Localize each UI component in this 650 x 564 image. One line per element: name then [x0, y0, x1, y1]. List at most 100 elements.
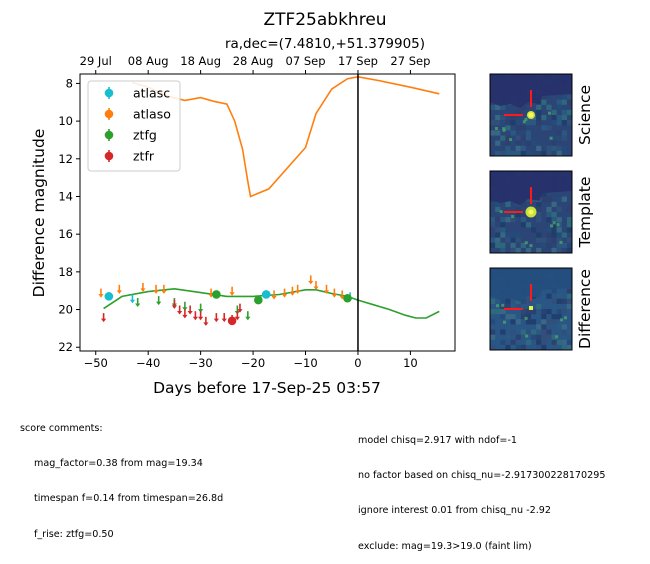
legend-item-atlaso: atlaso: [104, 107, 171, 122]
thumbnail-science: Science: [489, 73, 594, 157]
upper-limit-ztfr: [213, 313, 219, 323]
upper-limit-atlaso: [295, 284, 301, 294]
upper-limit-atlaso: [331, 288, 337, 298]
top-tick-label: 08 Aug: [128, 54, 169, 68]
upper-limit-atlaso: [98, 288, 104, 298]
thumbnail-label: Science: [576, 85, 594, 145]
model-comment-line: model chisq=2.917 with ndof=-1: [358, 434, 518, 446]
y-axis-label: Difference magnitude: [30, 129, 48, 298]
y-tick-label: 14: [58, 189, 73, 203]
legend-label: ztfg: [133, 128, 157, 143]
x-tick-label: −30: [188, 356, 212, 370]
legend-label: atlaso: [133, 107, 171, 122]
detection-atlasc: [104, 292, 114, 301]
detection-ztfg: [343, 293, 352, 303]
thumbnail-difference: Difference: [489, 267, 594, 351]
upper-limit-ztfr: [234, 311, 240, 321]
x-tick-label: −10: [293, 356, 317, 370]
y-tick-label: 8: [66, 76, 73, 90]
score-comment-line: timespan f=0.14 from timespan=26.8d: [34, 493, 224, 505]
top-tick-label: 18 Aug: [180, 54, 221, 68]
y-tick-label: 22: [58, 340, 73, 354]
score-comment-line: f_rise: ztfg=0.50: [34, 528, 114, 540]
upper-limit-atlaso: [271, 290, 277, 300]
top-tick-label: 17 Sep: [338, 54, 378, 68]
upper-limit-ztfr: [187, 305, 193, 315]
upper-limit-atlaso: [140, 282, 146, 292]
chart-title: ZTF25abkhreu: [263, 10, 386, 30]
model-comment-line: ignore interest 0.01 from chisq_nu -2.92: [358, 505, 551, 517]
x-axis-label: Days before 17-Sep-25 03:57: [153, 379, 381, 397]
upper-limit-ztfr: [221, 313, 227, 323]
y-axis: 8 10 12 14 16 18 20 22: [58, 76, 80, 354]
upper-limit-ztfr: [182, 309, 188, 319]
top-tick-label: 27 Sep: [390, 54, 430, 68]
legend-item-ztfg: ztfg: [104, 128, 157, 143]
legend: atlasc atlaso ztfg ztfr: [87, 80, 181, 172]
upper-limit-ztfr: [192, 311, 198, 321]
plot-frame: [79, 73, 456, 352]
detection-ztfr: [227, 316, 237, 326]
top-tick-label: 29 Jul: [80, 54, 112, 68]
x-tick-label: 10: [403, 356, 418, 370]
y-tick-label: 20: [58, 303, 73, 317]
y-tick-label: 18: [58, 265, 73, 279]
model-comments: model chisq=2.917 with ndof=-1 no factor…: [358, 411, 605, 564]
detection-ztfg: [212, 290, 221, 299]
upper-limit-atlaso: [323, 284, 330, 294]
upper-limit-atlasc: [129, 294, 136, 304]
upper-limit-atlaso: [153, 284, 159, 294]
legend-marker: [104, 151, 114, 161]
upper-limit-ztfr: [171, 299, 178, 309]
upper-limit-ztfg: [182, 301, 188, 311]
upper-limit-atlaso: [289, 286, 296, 296]
thumbnail-label: Template: [576, 177, 594, 249]
upper-limit-atlaso: [308, 275, 314, 285]
upper-limit-ztfr: [177, 305, 183, 315]
legend-marker: [104, 130, 114, 140]
legend-marker: [104, 88, 114, 98]
upper-limit-ztfr: [101, 313, 107, 323]
model-curve-atlaso: [132, 75, 440, 198]
x-axis: −50 −40 −30 −20 −10 0 10: [84, 351, 418, 370]
thumbnail-template: Template: [489, 170, 594, 254]
upper-limit-ztfr: [198, 311, 204, 321]
x-tick-label: −20: [241, 356, 265, 370]
upper-limit-ztfg: [245, 311, 251, 321]
score-comments-heading: score comments:: [20, 422, 103, 434]
detection-atlasc: [261, 290, 271, 299]
thumbnail-label: Difference: [576, 269, 594, 349]
upper-limit-ztfr: [203, 316, 209, 326]
top-date-axis: 29 Jul 08 Aug 18 Aug 28 Aug 07 Sep 17 Sep 27 S…: [80, 54, 430, 74]
figure: ZTF25abkhreu ra,dec=(7.4810,+51.379905) …: [30, 10, 594, 397]
upper-limit-atlaso: [313, 281, 319, 291]
top-tick-label: 28 Aug: [233, 54, 274, 68]
legend-label: ztfr: [133, 149, 155, 164]
upper-limit-atlaso: [161, 284, 167, 294]
upper-limit-atlaso: [116, 284, 122, 294]
x-tick-label: −40: [136, 356, 160, 370]
score-comment-line: mag_factor=0.38 from mag=19.34: [34, 457, 203, 469]
y-tick-label: 16: [58, 227, 73, 241]
x-tick-label: −50: [84, 356, 108, 370]
top-tick-label: 07 Sep: [286, 54, 326, 68]
upper-limit-ztfg: [156, 296, 162, 306]
upper-limit-atlaso: [229, 286, 235, 296]
legend-item-ztfr: ztfr: [104, 149, 155, 164]
model-comment-line: exclude: mag=19.3>19.0 (faint lim): [358, 540, 532, 552]
y-tick-label: 10: [58, 114, 73, 128]
y-tick-label: 12: [58, 152, 73, 166]
upper-limit-ztfg: [135, 298, 141, 308]
upper-limit-atlaso: [281, 288, 288, 298]
detection-ztfg: [254, 295, 263, 305]
chart-subtitle: ra,dec=(7.4810,+51.379905): [225, 36, 425, 52]
model-comment-line: no factor based on chisq_nu=-2.917300228…: [358, 469, 606, 481]
thumbnails: Science Template Difference: [489, 73, 594, 351]
upper-limit-ztfr: [237, 303, 243, 313]
legend-label: atlasc: [133, 86, 170, 101]
plot-area: −50 −40 −30 −20 −10 0 10 8 10 12 14 16 18 20 22 29 Ju…: [58, 54, 456, 370]
data-points: [98, 275, 353, 326]
legend-item-atlasc: atlasc: [104, 86, 170, 101]
legend-box: [87, 80, 181, 172]
legend-marker: [104, 109, 114, 119]
